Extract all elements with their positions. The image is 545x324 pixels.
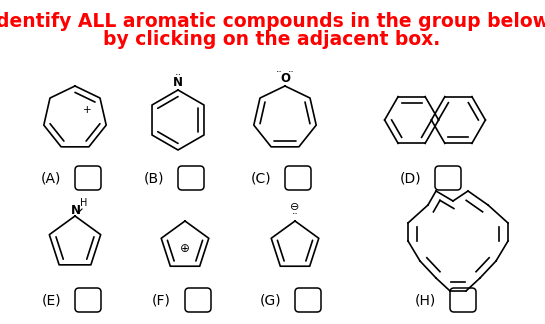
FancyBboxPatch shape bbox=[75, 166, 101, 190]
Text: ⊕: ⊕ bbox=[180, 242, 190, 256]
Text: N: N bbox=[173, 76, 183, 89]
FancyBboxPatch shape bbox=[178, 166, 204, 190]
Text: (H): (H) bbox=[415, 293, 436, 307]
Text: (E): (E) bbox=[41, 293, 61, 307]
Text: O: O bbox=[280, 72, 290, 85]
FancyBboxPatch shape bbox=[450, 288, 476, 312]
Text: ··: ·· bbox=[174, 70, 181, 80]
Text: Identify ALL aromatic compounds in the group below,: Identify ALL aromatic compounds in the g… bbox=[0, 12, 545, 31]
FancyBboxPatch shape bbox=[285, 166, 311, 190]
Text: (F): (F) bbox=[152, 293, 171, 307]
FancyBboxPatch shape bbox=[185, 288, 211, 312]
Text: (G): (G) bbox=[259, 293, 281, 307]
Text: ··: ·· bbox=[276, 67, 282, 77]
Text: (D): (D) bbox=[399, 171, 421, 185]
Text: (C): (C) bbox=[250, 171, 271, 185]
Text: N: N bbox=[71, 204, 81, 217]
Text: ⊖: ⊖ bbox=[290, 202, 300, 212]
Text: H: H bbox=[80, 198, 88, 208]
Text: +: + bbox=[83, 105, 92, 115]
Text: ··: ·· bbox=[292, 209, 298, 219]
FancyBboxPatch shape bbox=[75, 288, 101, 312]
Text: (A): (A) bbox=[41, 171, 61, 185]
Text: ··: ·· bbox=[288, 67, 294, 77]
FancyBboxPatch shape bbox=[435, 166, 461, 190]
Text: (B): (B) bbox=[143, 171, 164, 185]
FancyBboxPatch shape bbox=[295, 288, 321, 312]
Text: by clicking on the adjacent box.: by clicking on the adjacent box. bbox=[104, 30, 440, 49]
